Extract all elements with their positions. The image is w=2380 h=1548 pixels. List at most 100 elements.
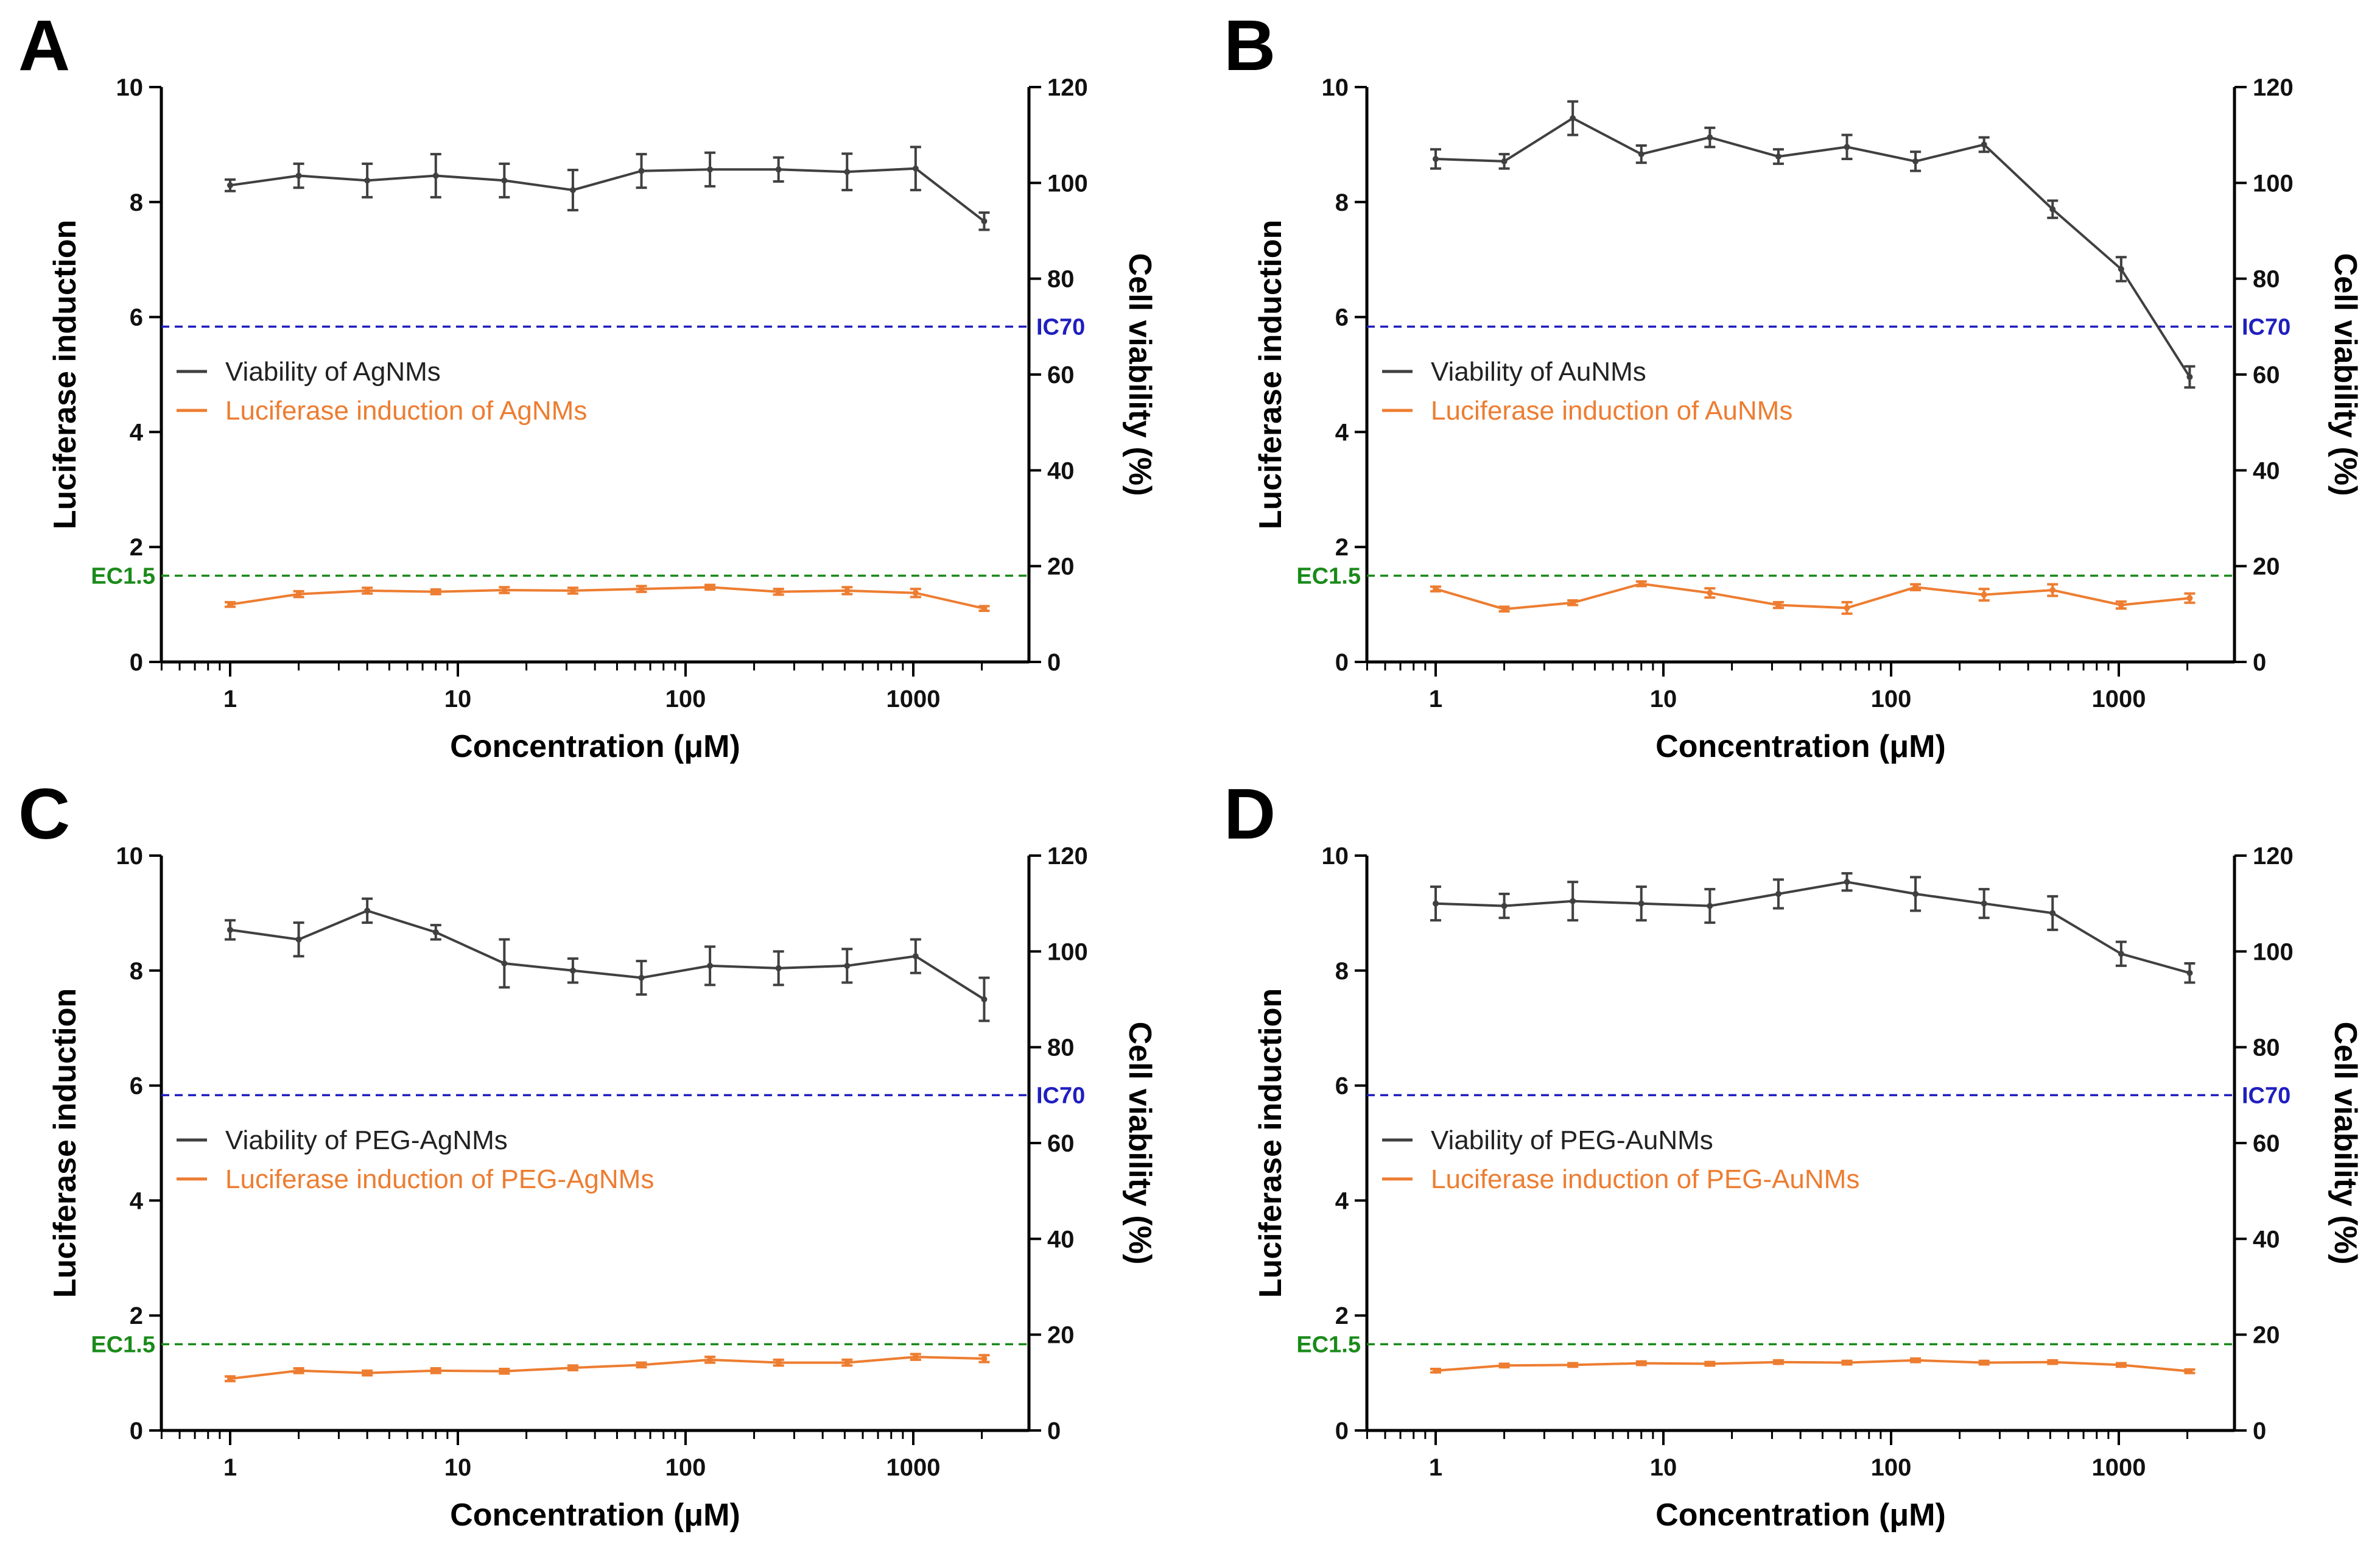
left-y-tick-label: 8: [130, 189, 143, 216]
left-y-tick-label: 8: [130, 958, 143, 985]
data-point: [2118, 951, 2124, 957]
data-point: [775, 166, 782, 173]
data-point: [1501, 1362, 1508, 1369]
legend-entry: Viability of PEG-AuNMs: [1431, 1125, 1713, 1155]
data-point: [1570, 599, 1576, 606]
data-point: [1707, 589, 1713, 596]
data-point: [1981, 141, 1987, 148]
left-y-tick-label: 10: [1322, 843, 1349, 870]
viability-series: [225, 897, 990, 1022]
right-y-tick-label: 60: [2253, 1130, 2280, 1157]
data-point: [432, 929, 439, 935]
data-point: [1912, 158, 1919, 164]
legend-entry: Luciferase induction of AuNMs: [1431, 396, 1792, 426]
data-point: [775, 965, 782, 971]
legend-entry: Viability of AuNMs: [1431, 357, 1646, 387]
data-point: [912, 1354, 919, 1360]
left-y-tick-label: 4: [130, 419, 144, 446]
left-y-tick-label: 4: [130, 1187, 144, 1214]
ref-label-bg: [1269, 560, 1364, 592]
x-tick-label: 1000: [886, 1454, 941, 1481]
data-point: [1981, 591, 1987, 598]
data-point: [432, 172, 439, 179]
right-y-tick-label: 80: [2253, 266, 2280, 293]
x-axis-title: Concentration (μM): [450, 729, 740, 764]
data-point: [2186, 373, 2193, 380]
left-y-tick-label: 6: [1335, 304, 1349, 331]
data-point: [295, 172, 302, 179]
right-y-tick-label: 60: [1047, 362, 1075, 389]
panel-letter: B: [1224, 5, 1276, 86]
data-point: [844, 962, 851, 969]
data-point: [364, 177, 371, 184]
luciferase-series: [1430, 1357, 2196, 1374]
viability-series: [225, 146, 990, 231]
data-point: [1433, 586, 1439, 593]
panel-letter: D: [1224, 774, 1276, 854]
left-y-tick-label: 2: [130, 534, 143, 561]
right-y-axis-title: Cell viability (%): [1122, 253, 1157, 496]
left-y-tick-label: 8: [1335, 189, 1349, 216]
series-line: [1435, 116, 2191, 378]
data-point: [432, 1367, 439, 1374]
data-point: [1501, 158, 1508, 164]
left-y-axis-title: Luciferase induction: [1253, 220, 1288, 530]
ref-label-ec15: EC1.5: [91, 1332, 155, 1357]
left-y-axis-title: Luciferase induction: [47, 220, 83, 530]
right-y-tick-label: 0: [2253, 1418, 2266, 1444]
data-point: [638, 586, 645, 593]
data-point: [1775, 890, 1781, 897]
x-tick-label: 1000: [886, 686, 941, 712]
x-tick-label: 1000: [2092, 1454, 2146, 1481]
data-point: [295, 591, 302, 597]
right-y-axis-title: Cell viability (%): [2328, 253, 2363, 496]
left-y-tick-label: 0: [130, 1418, 143, 1444]
ref-label-ic70: IC70: [1036, 1083, 1085, 1108]
data-point: [2049, 910, 2056, 916]
left-y-tick-label: 2: [1335, 1303, 1349, 1329]
data-point: [1433, 156, 1439, 162]
data-point: [1638, 151, 1645, 158]
data-point: [2049, 1359, 2056, 1365]
right-y-axis-title: Cell viability (%): [1122, 1022, 1157, 1265]
data-point: [1570, 898, 1576, 904]
data-point: [1844, 144, 1850, 150]
data-point: [2049, 206, 2056, 213]
left-y-tick-label: 6: [1335, 1073, 1349, 1100]
left-y-axis-title: Luciferase induction: [47, 988, 83, 1298]
right-y-tick-label: 120: [2253, 843, 2294, 870]
x-tick-label: 100: [665, 686, 706, 712]
x-tick-label: 1: [223, 1454, 237, 1481]
right-y-tick-label: 100: [1047, 938, 1088, 965]
luciferase-series: [225, 1353, 990, 1382]
data-point: [569, 187, 576, 194]
data-point: [432, 588, 439, 595]
data-point: [1501, 606, 1508, 613]
data-point: [227, 601, 233, 608]
data-point: [569, 967, 576, 974]
data-point: [227, 926, 233, 933]
right-y-tick-label: 80: [1047, 1035, 1075, 1061]
x-tick-label: 100: [1871, 1454, 1912, 1481]
right-y-tick-label: 40: [2253, 457, 2280, 484]
data-point: [1638, 1360, 1645, 1367]
data-point: [844, 1359, 851, 1366]
data-point: [364, 587, 371, 594]
left-y-tick-label: 8: [1335, 958, 1349, 985]
left-y-tick-label: 4: [1335, 419, 1349, 446]
legend-entry: Luciferase induction of PEG-AuNMs: [1431, 1164, 1859, 1194]
ref-label-ec15: EC1.5: [1296, 563, 1361, 589]
data-point: [844, 587, 851, 594]
ref-label-bg: [64, 1328, 158, 1360]
right-y-tick-label: 120: [2253, 74, 2294, 101]
ref-label-bg: [1269, 1328, 1364, 1360]
series-line: [1435, 582, 2190, 611]
left-y-tick-label: 0: [1335, 649, 1349, 676]
ref-label-bg: [64, 560, 158, 592]
data-point: [1775, 1359, 1781, 1365]
x-tick-label: 100: [1871, 686, 1912, 712]
data-point: [501, 1368, 508, 1374]
